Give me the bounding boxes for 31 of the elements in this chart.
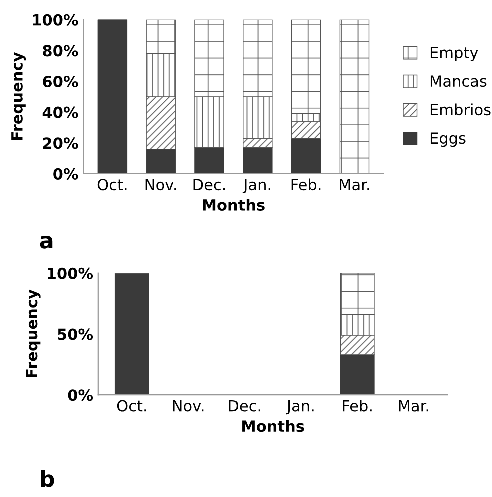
y-tick-label: 80% [43,45,78,57]
text: a [40,236,53,249]
x-axis-title: Months [242,420,304,432]
x-tick-label: Oct. [98,179,127,191]
y-tick-label: 0% [54,168,78,180]
x-axis-title: Months [203,199,265,211]
x-tick-label: Dec. [229,400,260,412]
legend-label: Embrios [430,104,491,116]
legend-label: Mancas [430,76,487,88]
x-tick-label: Nov. [173,400,204,412]
text: b [41,470,54,488]
y-tick-label: 40% [42,106,78,118]
x-tick-label: Feb. [292,178,321,191]
y-tick-label: 0% [68,390,94,402]
x-tick-label: Dec. [194,179,226,191]
x-tick-label: Nov. [146,179,176,191]
y-tick-label: 100% [48,268,94,280]
y-tick-label: 50% [58,328,94,340]
x-tick-label: Jan. [286,400,314,415]
x-tick-label: Oct. [117,400,146,412]
y-tick-label: 60% [43,76,78,88]
legend-label: Eggs [430,132,466,148]
legend-label: Empty [430,47,478,62]
x-tick-label: Mar. [340,179,370,191]
y-axis-title: Frequency [26,290,41,378]
x-tick-label: Jan. [242,179,270,194]
x-tick-label: Feb. [343,400,372,412]
y-tick-label: 100% [33,14,78,26]
x-tick-label: Mar. [399,400,428,412]
y-tick-label: 20% [43,138,78,150]
y-axis-title: Frequency [12,52,26,140]
